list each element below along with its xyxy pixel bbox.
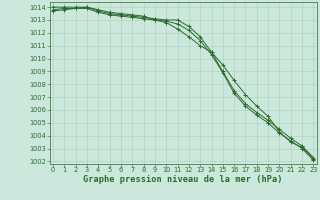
X-axis label: Graphe pression niveau de la mer (hPa): Graphe pression niveau de la mer (hPa): [84, 175, 283, 184]
